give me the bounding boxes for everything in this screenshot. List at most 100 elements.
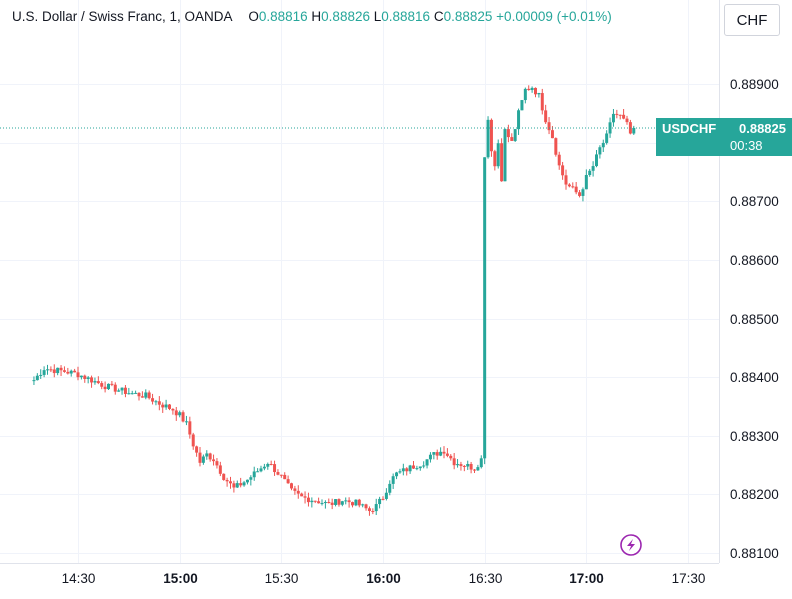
candle-body xyxy=(496,143,500,167)
candle-body xyxy=(266,463,270,467)
candle-body xyxy=(567,184,571,187)
candle-body xyxy=(428,454,432,460)
candle-body xyxy=(449,455,453,459)
lightning-icon[interactable] xyxy=(620,534,642,556)
candle-body xyxy=(439,451,443,456)
candle-body xyxy=(506,129,510,138)
candle-body xyxy=(188,421,192,435)
candle-body xyxy=(117,390,121,392)
candle-body xyxy=(469,463,473,470)
candle-body xyxy=(347,500,351,503)
candle-body xyxy=(310,500,314,503)
x-tick-label: 15:30 xyxy=(265,571,299,586)
candle-body xyxy=(90,377,94,383)
candle-body xyxy=(622,114,626,119)
candle-body xyxy=(245,479,249,483)
candle-body xyxy=(510,137,514,141)
y-tick-label: 0.88500 xyxy=(730,312,779,327)
candle-body xyxy=(351,502,354,506)
candle-body xyxy=(384,492,388,499)
candle-body xyxy=(534,87,537,95)
candle-body xyxy=(503,129,507,182)
candle-body xyxy=(405,468,409,472)
candle-body xyxy=(456,464,460,466)
candles xyxy=(32,85,636,516)
candle-body xyxy=(486,119,490,158)
candle-body xyxy=(537,93,541,95)
y-tick-label: 0.88900 xyxy=(730,77,779,92)
candle-body xyxy=(273,464,277,473)
candle-body xyxy=(445,453,449,456)
candle-body xyxy=(232,483,236,488)
candle-body xyxy=(286,479,290,484)
candle-body xyxy=(151,398,155,402)
candle-body xyxy=(462,465,466,467)
candle-body xyxy=(303,496,307,498)
candle-body xyxy=(605,133,609,143)
open-label: O xyxy=(248,9,259,24)
candle-body xyxy=(300,493,304,497)
candle-body xyxy=(249,477,253,480)
currency-button[interactable]: CHF xyxy=(724,4,780,36)
candle-body xyxy=(201,456,205,463)
candle-body xyxy=(425,459,429,466)
candle-body xyxy=(408,465,412,472)
candle-body xyxy=(164,404,168,408)
candle-body xyxy=(395,472,399,477)
candle-body xyxy=(601,142,605,148)
candle-body xyxy=(235,483,239,488)
candle-body xyxy=(550,130,554,139)
candle-body xyxy=(523,88,527,101)
candle-body xyxy=(96,381,100,384)
time-axis[interactable]: 14:30 15:00 15:30 16:00 16:30 17:00 17:30 xyxy=(62,571,706,586)
price-tag-symbol: USDCHF xyxy=(662,121,717,136)
y-tick-label: 0.88100 xyxy=(730,546,779,561)
candle-body xyxy=(398,471,402,473)
candle-body xyxy=(107,383,110,390)
high-value: 0.88826 xyxy=(321,9,370,24)
x-tick-label: 16:00 xyxy=(366,571,401,586)
candle-body xyxy=(378,498,382,505)
y-tick-label: 0.88400 xyxy=(730,370,779,385)
candle-body xyxy=(306,497,310,503)
candle-body xyxy=(205,453,209,457)
candle-body xyxy=(215,461,219,466)
candle-body xyxy=(279,474,283,476)
candle-body xyxy=(276,472,280,475)
candle-body xyxy=(195,446,199,453)
candle-body xyxy=(171,408,175,411)
candle-body xyxy=(110,383,114,385)
candle-body xyxy=(56,367,60,374)
candle-body xyxy=(500,143,504,182)
candle-body xyxy=(415,468,419,470)
symbol-name[interactable]: U.S. Dollar / Swiss Franc, 1, OANDA xyxy=(12,9,233,24)
candle-body xyxy=(544,110,548,123)
candle-body xyxy=(256,471,260,473)
candle-body xyxy=(557,154,561,166)
candle-body xyxy=(113,384,117,392)
candle-body xyxy=(388,483,392,493)
candle-body xyxy=(103,386,107,390)
candle-body xyxy=(561,165,565,176)
x-tick-label: 17:00 xyxy=(569,571,604,586)
candle-body xyxy=(452,458,456,466)
candle-body xyxy=(432,452,436,455)
x-tick-label: 16:30 xyxy=(469,571,503,586)
candle-body xyxy=(520,100,524,111)
candle-body xyxy=(66,371,70,374)
candle-body xyxy=(401,468,405,472)
price-tag-price: 0.88825 xyxy=(739,121,786,136)
last-price-tag: USDCHF 0.88825 00:38 xyxy=(656,118,792,156)
candle-body xyxy=(76,372,80,378)
candle-body xyxy=(229,481,232,484)
candle-body xyxy=(473,469,476,471)
grid-lines xyxy=(0,0,719,563)
candle-body xyxy=(262,466,266,469)
candle-body xyxy=(581,189,585,196)
candle-body xyxy=(354,499,358,506)
candle-body xyxy=(493,151,497,167)
candle-body xyxy=(615,113,619,115)
candle-body xyxy=(184,421,188,423)
